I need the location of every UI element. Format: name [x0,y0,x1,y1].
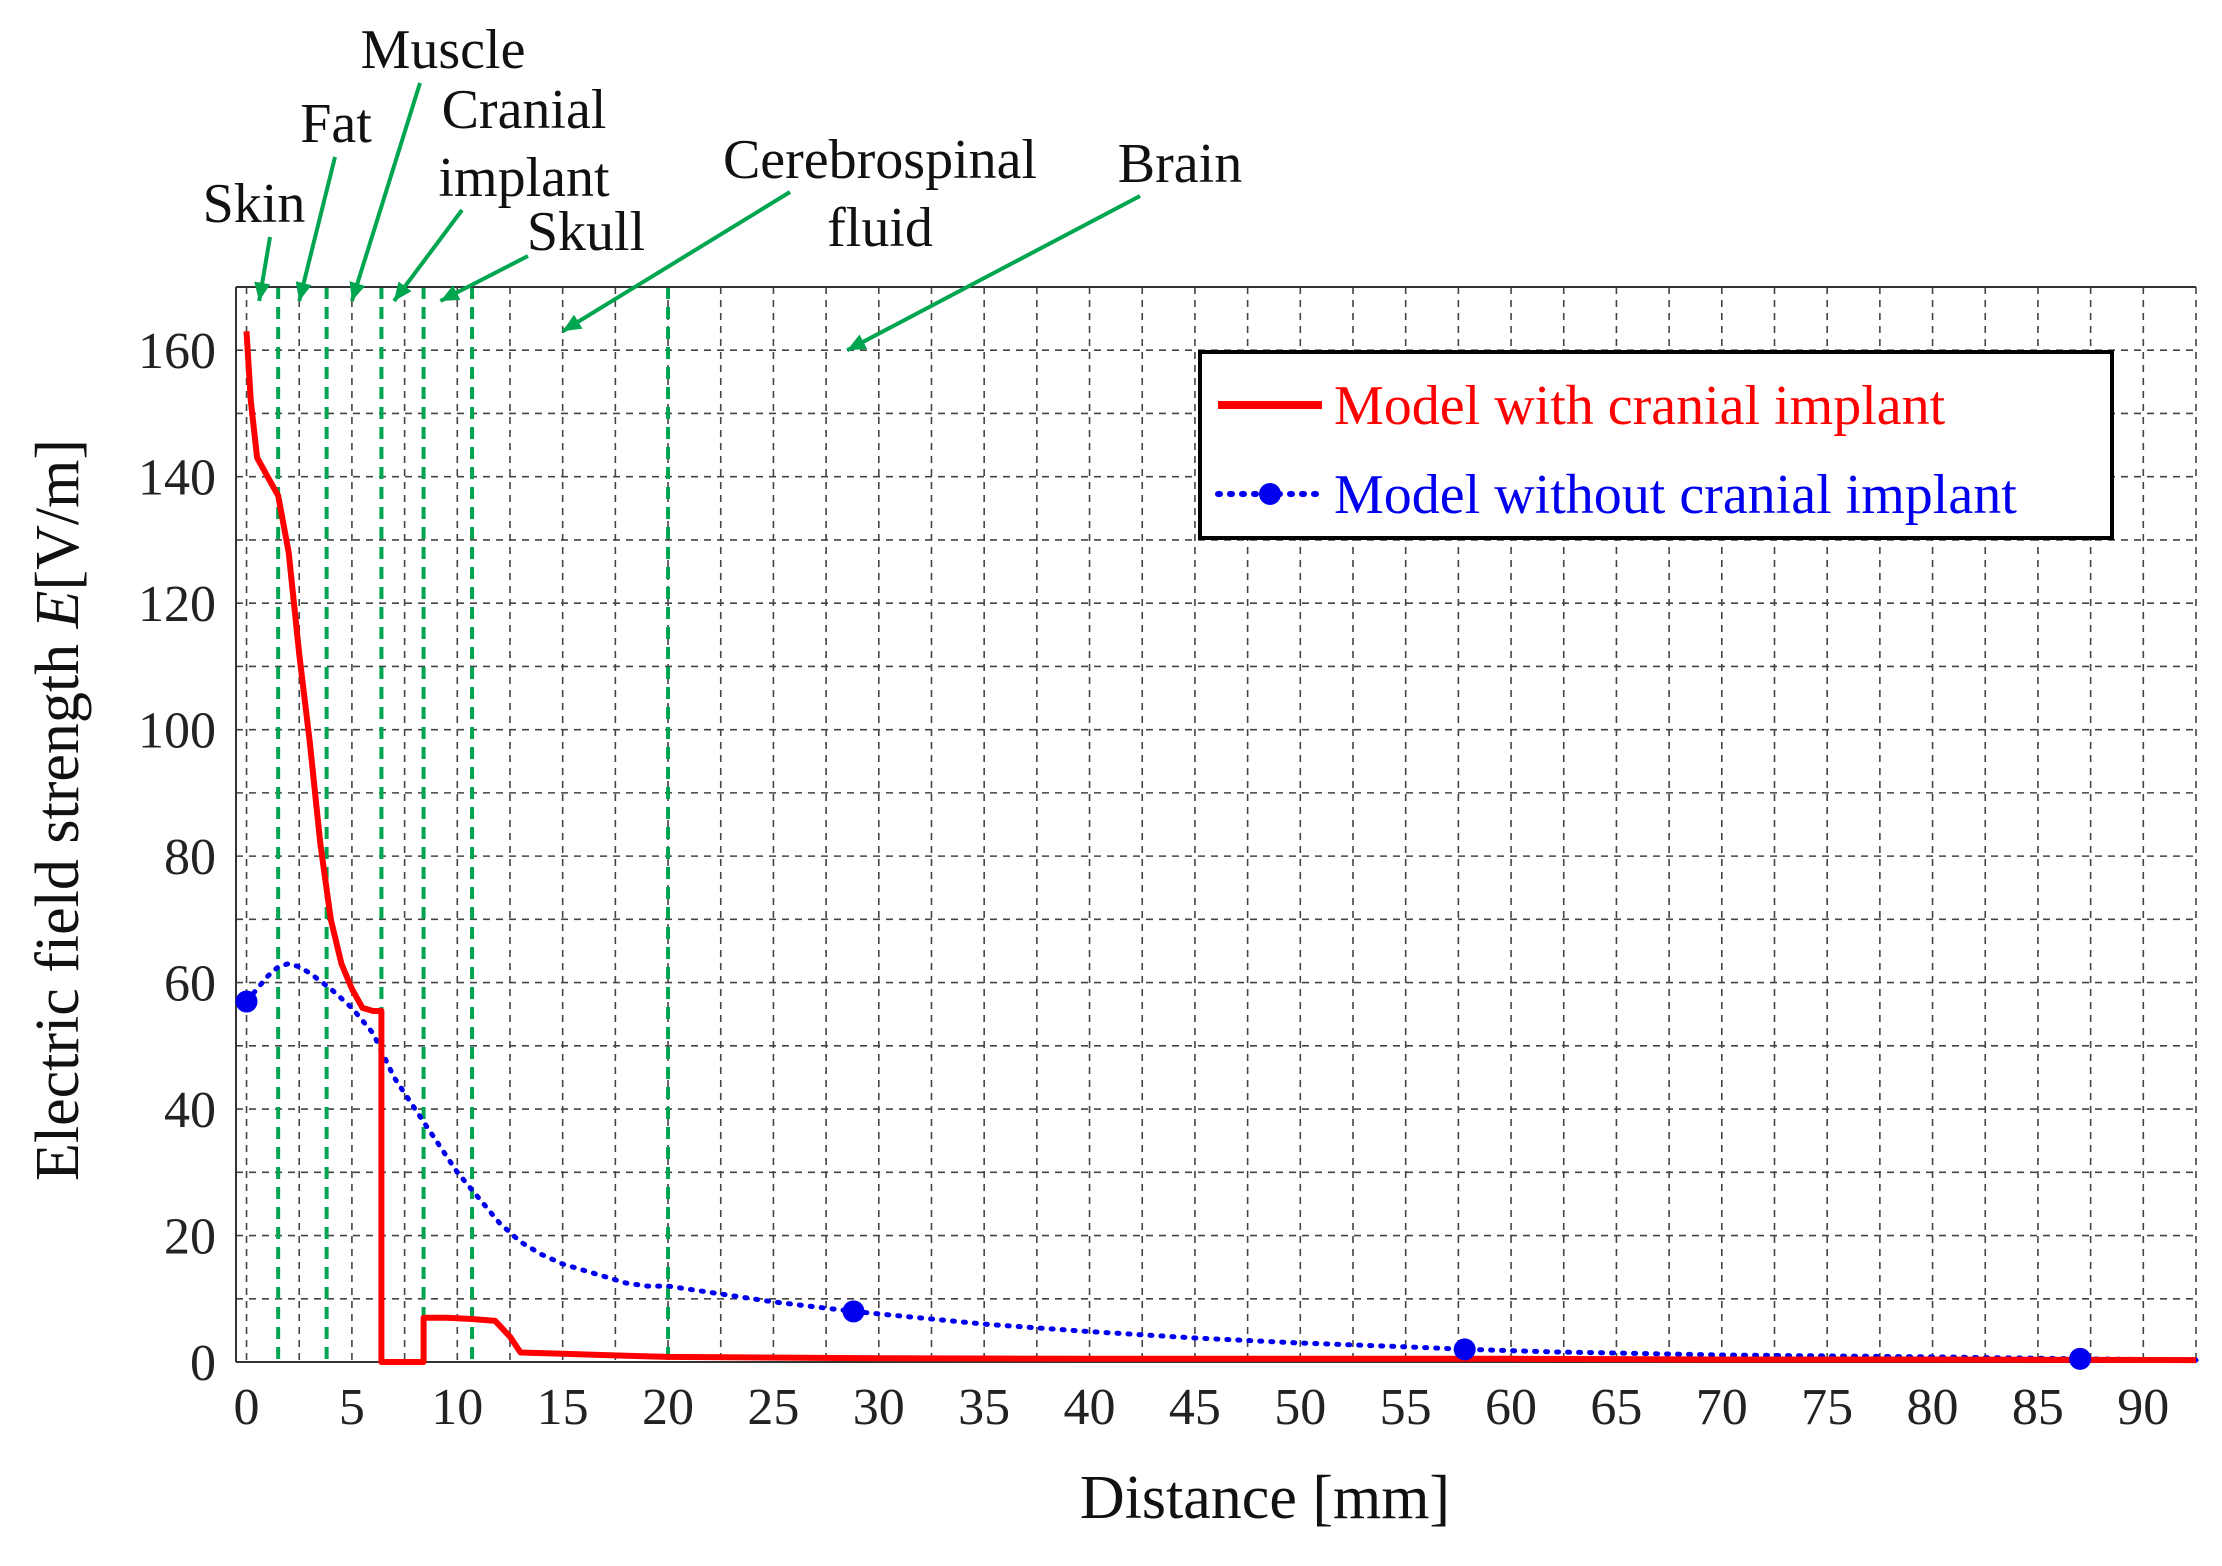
x-tick-label: 75 [1801,1379,1853,1436]
tissue-label: Skin [203,173,306,235]
legend-label-with-implant: Model with cranial implant [1334,375,1946,437]
legend: Model with cranial implant Model without… [1198,350,2114,540]
x-tick-label: 60 [1485,1379,1537,1436]
series-marker-without-implant [2069,1347,2092,1370]
tissue-label-arrowhead [295,281,312,301]
x-tick-label: 5 [339,1379,365,1436]
tick-labels: 0 5 10 15 20 25 30 35 40 45 50 55 60 65 70 75 80 85 90 0 20 4… [138,323,2169,1436]
y-axis-title-prefix: Electric field strength [24,628,92,1181]
x-tick-label: 45 [1169,1379,1221,1436]
tissue-label-arrow [392,208,464,303]
x-tick-label: 40 [1064,1379,1116,1436]
x-tick-label: 50 [1274,1379,1326,1436]
x-tick-label: 35 [958,1379,1010,1436]
x-tick-label: 15 [537,1379,589,1436]
x-tick-label: 80 [1907,1379,1959,1436]
x-tick-label: 0 [234,1379,260,1436]
x-tick-label: 90 [2117,1379,2169,1436]
tissue-label-arrowhead [847,334,868,351]
tissue-label: Brain [1118,133,1242,195]
y-tick-label: 80 [164,829,216,886]
y-tick-label: 120 [138,576,216,633]
y-axis-title-unit: [V/m] [24,439,92,591]
series-marker-without-implant [235,990,258,1013]
tissue-label: Muscle [361,19,526,81]
series-layer [235,331,2199,1370]
x-tick-label: 10 [431,1379,483,1436]
tissue-label-arrow [561,190,792,333]
x-tick-label: 30 [853,1379,905,1436]
x-tick-label: 20 [642,1379,694,1436]
legend-label-without-implant: Model without cranial implant [1334,464,2017,526]
x-tick-label: 55 [1380,1379,1432,1436]
x-axis-title: Distance [mm] [1080,1464,1450,1532]
tissue-label: Fat [300,93,372,155]
tissue-label-arrowhead [562,314,583,332]
tissue-label-arrowhead [394,281,412,301]
y-axis-title: Electric field strength E[V/m] [24,439,92,1181]
tissue-label: Cerebrospinal fluid [723,129,1037,259]
x-tick-label: 65 [1590,1379,1642,1436]
y-tick-label: 0 [190,1335,216,1392]
tissue-label-arrow [846,194,1141,353]
x-tick-label: 85 [2012,1379,2064,1436]
y-tick-label: 40 [164,1082,216,1139]
tissue-label: Skull [527,201,645,263]
series-line-without-implant [244,961,2199,1363]
x-tick-label: 70 [1696,1379,1748,1436]
series-marker-without-implant [842,1300,865,1323]
tissue-label: Cranial implant [438,79,610,209]
y-tick-label: 140 [138,450,216,507]
legend-marker-without-implant [1259,483,1281,505]
y-tick-label: 60 [164,956,216,1013]
tissue-label-arrow [350,82,422,302]
y-tick-label: 100 [138,703,216,760]
tissue-label-arrowhead [440,285,461,301]
y-tick-label: 20 [164,1209,216,1266]
y-axis-title-variable: E [24,591,92,630]
series-marker-without-implant [1453,1338,1476,1361]
x-tick-label: 25 [747,1379,799,1436]
series-line-with-implant [243,331,2197,1365]
y-tick-label: 160 [138,323,216,380]
tissue-label-arrowhead [254,281,271,301]
legend-box [1198,350,2114,540]
tissue-label-arrow [297,156,337,302]
tissue-label-arrowhead [349,281,366,301]
